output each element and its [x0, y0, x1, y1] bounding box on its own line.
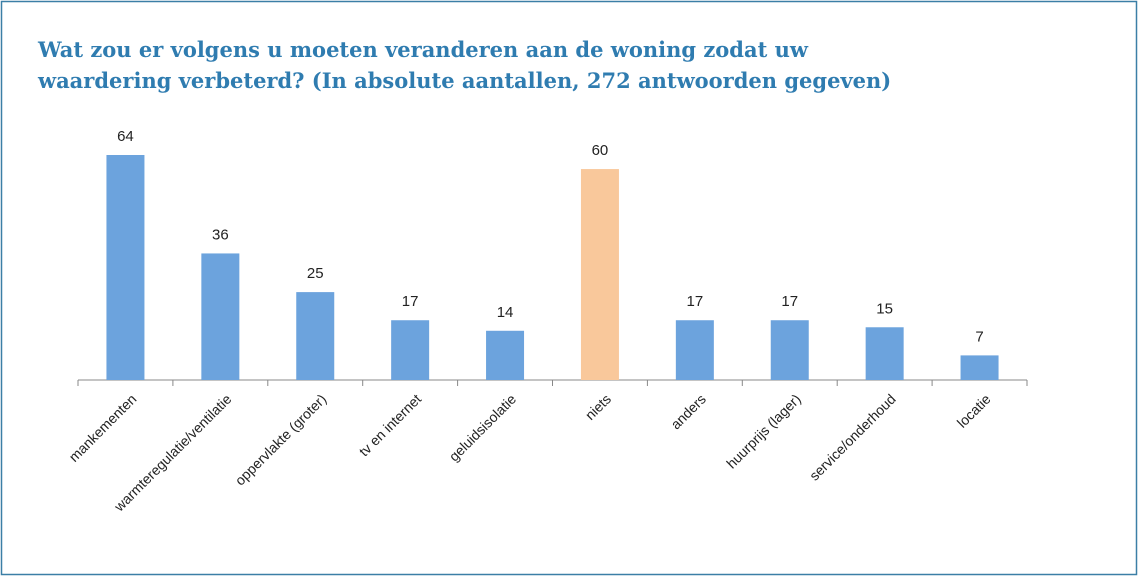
data-label: 14 [497, 304, 514, 321]
bar [486, 330, 525, 380]
data-label: 25 [307, 265, 324, 282]
bar [865, 327, 904, 380]
chart-title: Wat zou er volgens u moeten veranderen a… [38, 37, 892, 93]
data-label: 15 [876, 300, 893, 317]
x-tick-label: mankementen [66, 391, 140, 465]
bar [391, 320, 430, 380]
data-label: 36 [212, 226, 229, 243]
bar [960, 355, 999, 380]
x-tick-label: oppervlakte (groter) [232, 391, 330, 489]
bar [770, 320, 809, 380]
x-tick-label: niets [582, 391, 614, 423]
data-label: 17 [402, 293, 419, 310]
bar [580, 169, 619, 380]
data-label: 60 [592, 142, 609, 159]
x-tick-label: tv en internet [356, 391, 425, 460]
bar [296, 292, 335, 380]
data-label: 17 [687, 293, 704, 310]
bar [675, 320, 714, 380]
x-tick-label: huurprijs (lager) [723, 391, 804, 472]
data-label: 17 [781, 293, 798, 310]
x-tick-label: service/onderhoud [806, 391, 899, 484]
bar [106, 155, 145, 380]
bar [201, 253, 240, 380]
x-tick-label: anders [667, 391, 709, 433]
x-tick-label: locatie [954, 391, 994, 431]
x-tick-label: geluidsisolatie [446, 391, 520, 465]
data-label: 7 [975, 328, 983, 345]
data-label: 64 [117, 128, 134, 145]
